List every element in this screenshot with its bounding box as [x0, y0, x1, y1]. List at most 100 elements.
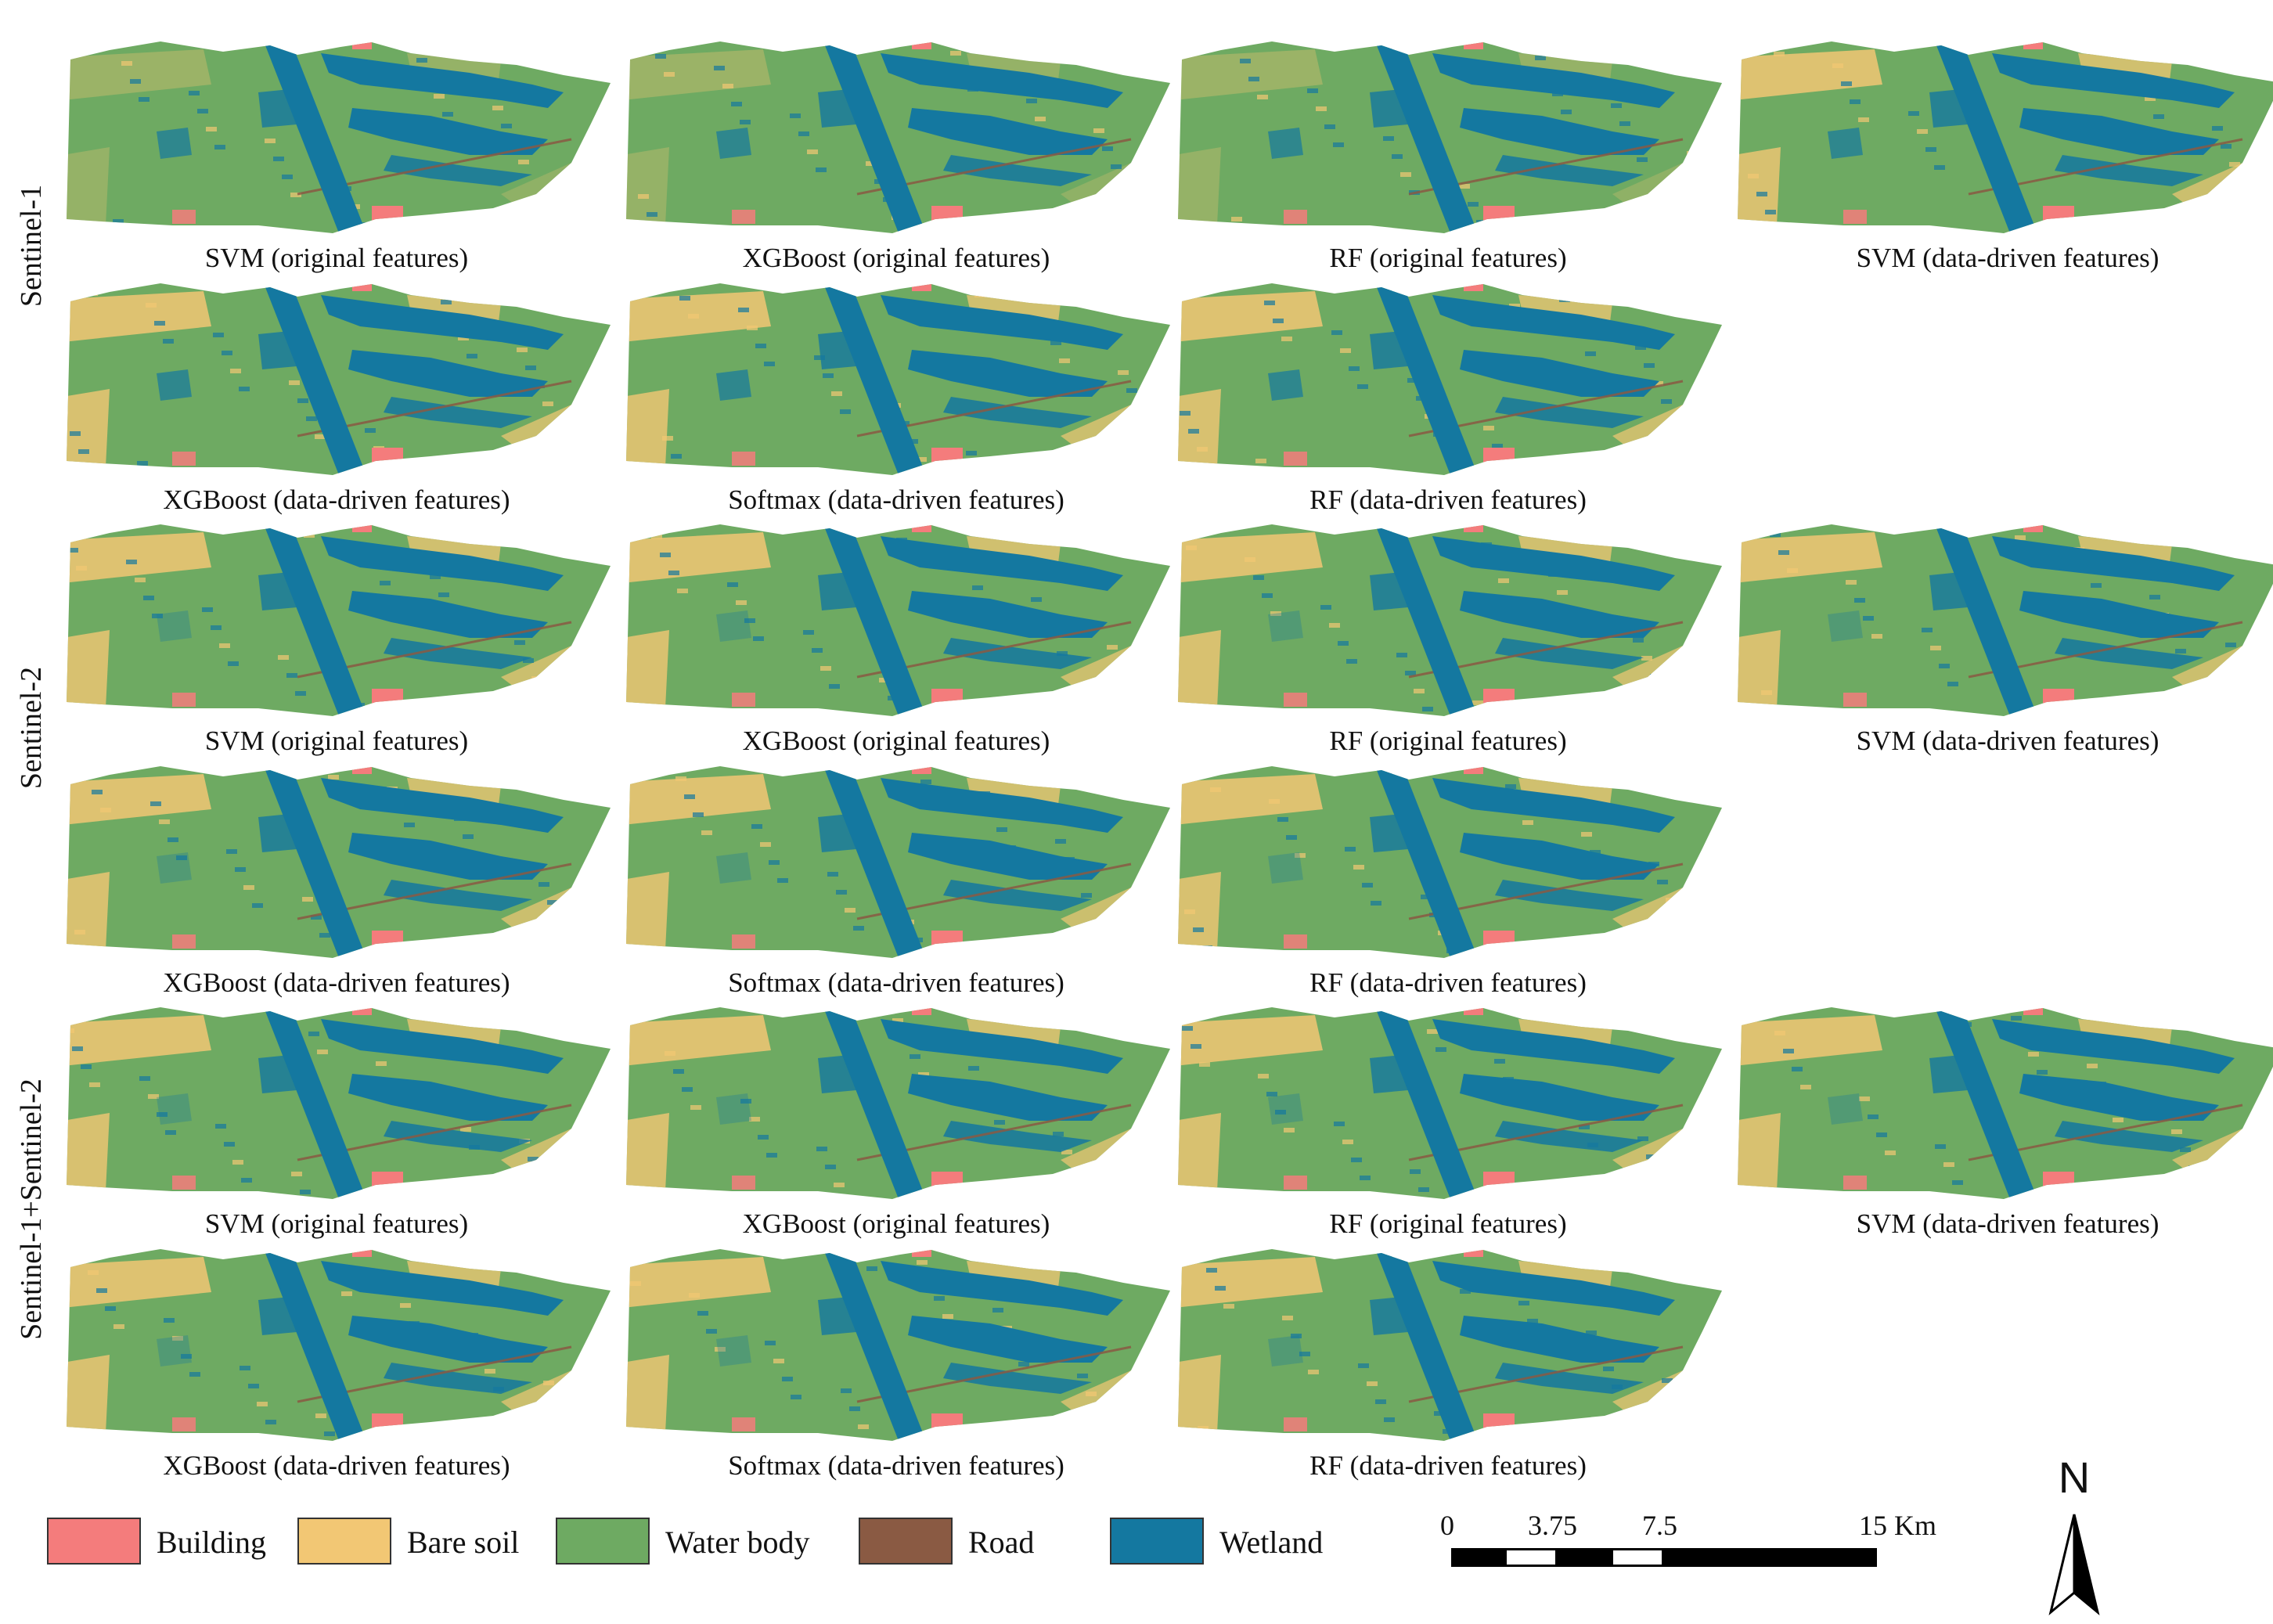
texture-speckle [252, 903, 263, 908]
texture-speckle [1633, 638, 1644, 643]
texture-speckle [197, 109, 208, 113]
map-panel: RF (data-driven features) [1174, 762, 1722, 1003]
texture-speckle [139, 97, 149, 102]
texture-speckle [224, 1142, 235, 1147]
texture-speckle [1876, 1132, 1887, 1137]
texture-speckle [172, 1336, 183, 1341]
texture-speckle [1952, 1180, 1963, 1185]
texture-speckle [814, 355, 825, 360]
building-patch [1483, 689, 1515, 706]
scale-segment [1504, 1548, 1558, 1567]
bare-soil-patch [626, 872, 669, 950]
texture-speckle [1126, 388, 1137, 393]
texture-speckle [219, 643, 230, 648]
texture-speckle [126, 560, 137, 564]
wetland-area [157, 852, 192, 884]
texture-speckle [1711, 393, 1722, 398]
north-arrow-icon [2048, 1514, 2100, 1616]
wetland-channel [1374, 766, 1479, 958]
texture-speckle [1947, 682, 1958, 686]
texture-speckle [1338, 641, 1349, 646]
texture-speckle [1120, 1161, 1131, 1166]
texture-speckle [1070, 1168, 1081, 1172]
texture-speckle [289, 380, 300, 385]
wetland-area [321, 778, 564, 833]
building-patch [1464, 1249, 1483, 1257]
texture-speckle [1908, 111, 1919, 116]
texture-speckle [1421, 895, 1432, 899]
texture-speckle [1324, 124, 1335, 129]
texture-speckle [1345, 847, 1356, 852]
wetland-area [908, 1074, 1108, 1121]
texture-speckle [689, 1293, 700, 1298]
texture-speckle [918, 1072, 929, 1077]
classification-map [626, 766, 1170, 958]
texture-speckle [1231, 217, 1242, 221]
texture-speckle [2264, 1037, 2273, 1042]
building-patch [2023, 1007, 2043, 1015]
texture-speckle [460, 1127, 471, 1132]
building-patch [352, 283, 372, 291]
texture-speckle [1657, 880, 1668, 884]
wetland-area [716, 1093, 751, 1125]
building-patch [172, 452, 196, 466]
texture-speckle [181, 1354, 192, 1359]
texture-speckle [1522, 820, 1533, 825]
building-patch [931, 206, 963, 223]
texture-speckle [727, 582, 738, 587]
classification-map [1178, 1007, 1722, 1199]
texture-speckle [1925, 147, 1936, 152]
texture-speckle [585, 189, 596, 194]
texture-speckle [168, 837, 178, 842]
texture-speckle [765, 1341, 776, 1345]
texture-speckle [70, 431, 81, 436]
wetland-area [943, 638, 1092, 669]
texture-speckle [164, 1318, 175, 1323]
texture-speckle [1182, 1026, 1193, 1031]
building-patch [1483, 448, 1515, 465]
texture-speckle [1774, 52, 1785, 56]
bare-soil-patch [67, 389, 110, 467]
texture-speckle [1792, 1067, 1803, 1071]
texture-speckle [265, 1420, 276, 1424]
classification-map [626, 41, 1170, 233]
building-patch [352, 1007, 372, 1015]
texture-speckle [1198, 1426, 1209, 1431]
texture-speckle [1384, 1417, 1395, 1422]
texture-speckle [2239, 1159, 2250, 1164]
bare-soil-patch [67, 630, 110, 708]
texture-speckle [1286, 835, 1297, 840]
building-patch [912, 766, 931, 774]
wetland-area [157, 369, 192, 401]
texture-speckle [442, 112, 453, 117]
texture-speckle [845, 908, 856, 913]
texture-speckle [1266, 1092, 1277, 1096]
map-panel: SVM (data-driven features) [1734, 1003, 2273, 1244]
texture-speckle [1652, 381, 1663, 386]
texture-speckle [1494, 1059, 1505, 1064]
texture-speckle [590, 688, 601, 693]
panel-caption: RF (data-driven features) [1309, 967, 1587, 998]
map-panel: RF (original features) [1174, 1003, 1722, 1244]
texture-speckle [1340, 348, 1351, 353]
texture-speckle [662, 436, 673, 441]
texture-speckle [290, 193, 301, 197]
building-patch [172, 934, 196, 949]
texture-speckle [2149, 595, 2160, 600]
wetland-channel [1933, 41, 2039, 233]
building-patch [912, 41, 931, 49]
texture-speckle [966, 451, 977, 456]
map-panel: RF (data-driven features) [1174, 279, 1722, 520]
texture-speckle [1500, 462, 1511, 466]
wetland-area [2055, 155, 2203, 186]
texture-speckle [1269, 799, 1280, 804]
texture-speckle [1308, 1370, 1319, 1374]
texture-speckle [2234, 661, 2245, 665]
texture-speckle [235, 867, 246, 872]
wetland-area [1495, 638, 1644, 669]
texture-speckle [1281, 337, 1292, 341]
texture-speckle [1704, 187, 1715, 192]
texture-speckle [599, 706, 610, 711]
texture-speckle [1619, 121, 1630, 126]
texture-speckle [823, 373, 834, 378]
